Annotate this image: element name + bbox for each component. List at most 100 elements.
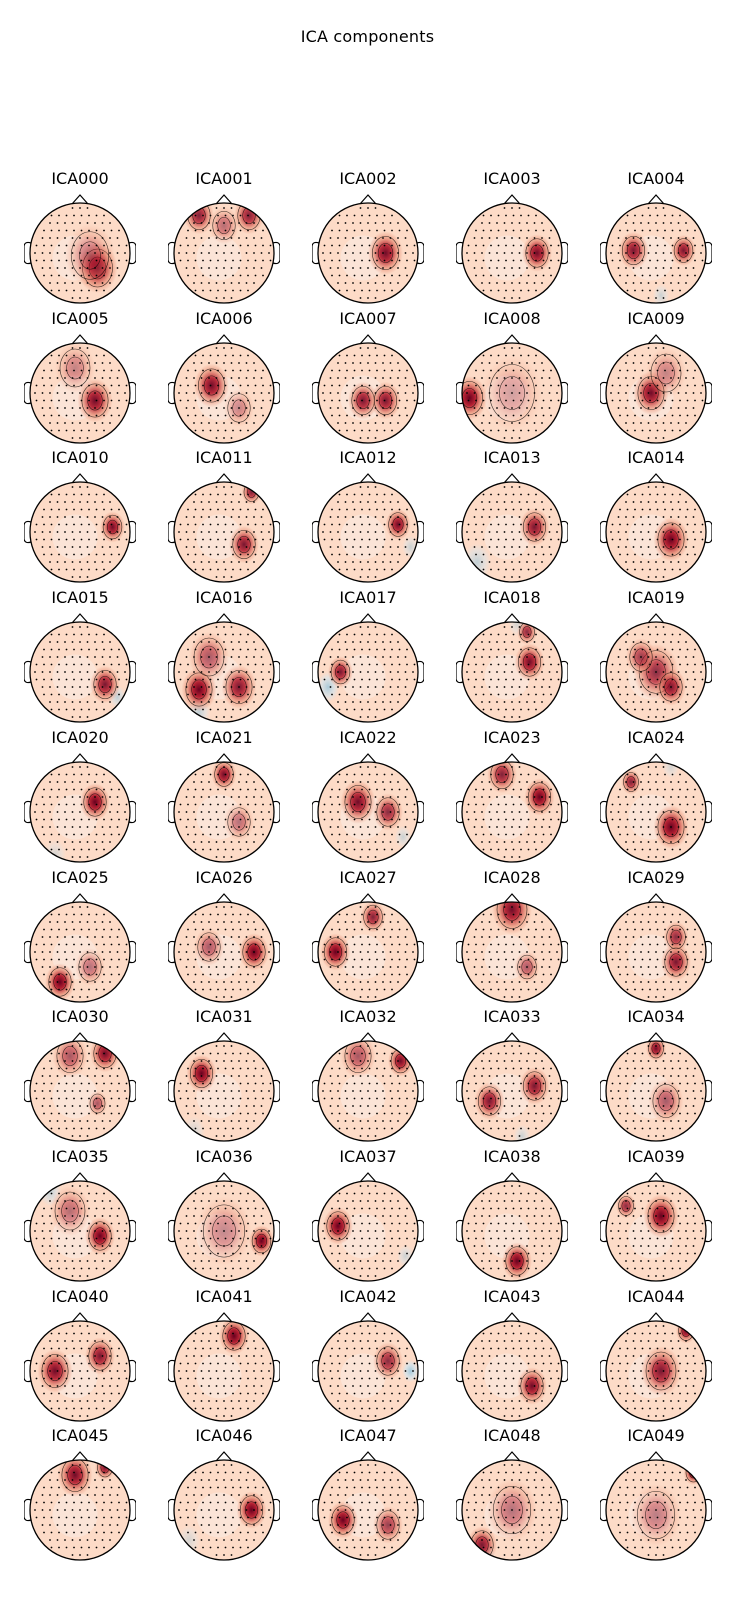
electrode <box>685 950 687 953</box>
electrode <box>215 1075 218 1078</box>
electrode <box>337 965 339 968</box>
electrode <box>353 943 356 945</box>
electrode <box>208 501 210 504</box>
electrode <box>125 1222 128 1225</box>
component-title: ICA031 <box>195 1007 253 1027</box>
component-title: ICA026 <box>195 867 253 887</box>
electrode <box>224 553 227 556</box>
electrode <box>535 633 537 636</box>
electrode <box>118 259 120 262</box>
electrode <box>247 274 249 277</box>
electrode <box>224 414 227 417</box>
electrode <box>344 1105 347 1108</box>
electrode <box>503 282 506 284</box>
electrode <box>224 943 227 945</box>
topomap-head <box>600 473 712 584</box>
electrode <box>352 1075 354 1078</box>
electrode <box>344 361 347 364</box>
electrode <box>79 825 81 828</box>
electrode <box>655 376 657 379</box>
electrode <box>224 538 227 541</box>
electrode <box>685 421 687 424</box>
electrode <box>374 237 377 239</box>
electrode <box>187 1097 189 1100</box>
electrode <box>518 361 521 364</box>
electrode <box>496 546 498 549</box>
electrode <box>389 825 392 828</box>
electrode <box>368 708 371 711</box>
electrode <box>269 1082 272 1085</box>
electrode <box>488 795 491 798</box>
electrode <box>376 958 378 960</box>
nose <box>359 194 377 205</box>
electrode <box>34 391 36 394</box>
electrode <box>329 391 332 394</box>
electrode <box>496 686 498 688</box>
electrode <box>56 1060 59 1063</box>
electrode <box>116 795 119 798</box>
electrode <box>481 810 483 813</box>
electrode <box>701 958 704 960</box>
electrode <box>239 1192 242 1195</box>
electrode <box>50 538 53 541</box>
electrode <box>376 803 378 806</box>
electrode <box>338 274 341 277</box>
electrode <box>533 795 536 798</box>
electrode <box>232 928 234 930</box>
contour-line <box>227 807 251 837</box>
electrode <box>110 244 113 247</box>
electrode <box>503 995 506 998</box>
electrode <box>79 376 81 379</box>
contour-line <box>232 813 246 831</box>
electrode <box>359 1135 362 1138</box>
electrode <box>208 656 210 658</box>
electrode <box>232 1192 234 1195</box>
electrode <box>488 935 491 938</box>
electrode <box>361 429 363 432</box>
electrode <box>655 980 657 983</box>
electrode <box>662 980 665 983</box>
electrode <box>640 701 642 703</box>
electrode <box>95 399 98 402</box>
electrode <box>125 523 128 526</box>
electrode <box>679 848 681 851</box>
electrode <box>398 538 401 541</box>
nose <box>215 194 233 205</box>
electrode <box>389 1060 392 1063</box>
electrode <box>344 795 347 798</box>
electrode <box>520 553 522 556</box>
electrode <box>542 973 545 975</box>
electrode <box>95 988 98 990</box>
electrode <box>626 1097 629 1100</box>
electrode <box>367 716 369 718</box>
electrode <box>404 656 407 658</box>
electrode <box>230 825 233 828</box>
electrode <box>65 958 68 960</box>
electrode <box>490 943 492 945</box>
electrode <box>679 773 681 776</box>
electrode <box>368 1082 371 1085</box>
electrode <box>56 421 59 424</box>
electrode <box>664 244 666 247</box>
electrode <box>232 773 234 776</box>
electrode <box>71 626 74 628</box>
electrode <box>550 833 552 836</box>
right-ear <box>272 660 280 684</box>
electrode <box>542 693 545 696</box>
electrode <box>647 920 650 923</box>
electrode <box>679 369 681 372</box>
electrode <box>535 229 537 232</box>
electrode <box>88 633 90 636</box>
electrode <box>260 935 263 938</box>
electrode <box>367 905 369 908</box>
electrode <box>344 656 347 658</box>
electrode <box>58 538 60 541</box>
electrode <box>511 765 513 768</box>
electrode <box>50 274 53 277</box>
electrode <box>223 207 225 209</box>
electrode <box>527 244 530 247</box>
electrode <box>677 701 680 703</box>
electrode <box>124 531 126 534</box>
electrode <box>88 244 90 247</box>
electrode <box>262 693 264 696</box>
